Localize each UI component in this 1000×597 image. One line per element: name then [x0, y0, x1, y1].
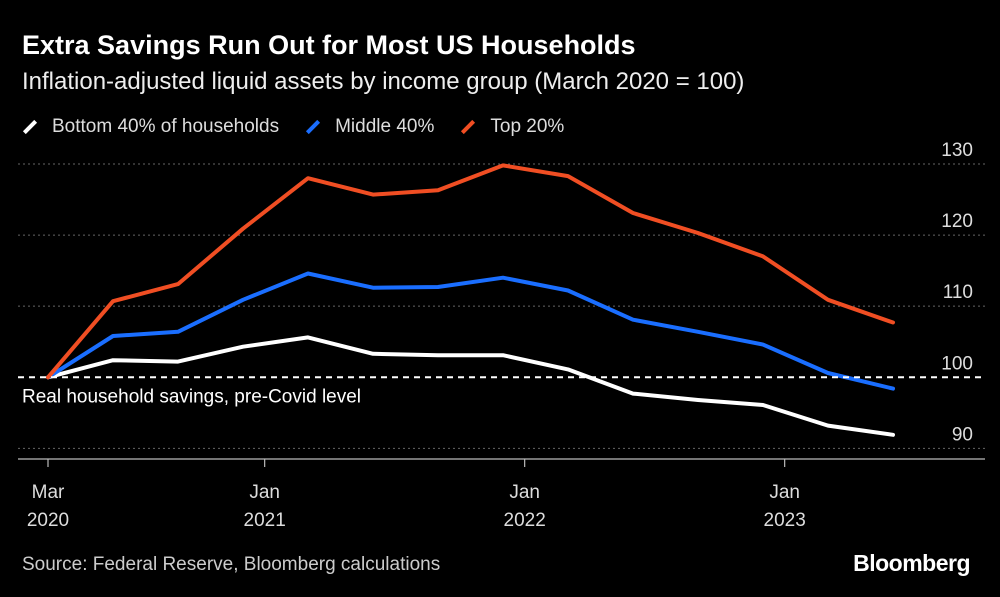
bloomberg-logo: Bloomberg [853, 550, 970, 576]
x-tick-label-1-line2: 2021 [244, 510, 286, 531]
reference-line-label: Real household savings, pre-Covid level [22, 386, 361, 407]
x-tick-label-0-line1: Mar [32, 482, 65, 503]
source-note: Source: Federal Reserve, Bloomberg calcu… [22, 554, 441, 575]
chart-title: Extra Savings Run Out for Most US Househ… [22, 30, 636, 60]
legend: Bottom 40% of households Middle 40% Top … [22, 116, 564, 138]
legend-item-top-20: Top 20% [460, 116, 564, 138]
legend-item-middle-40: Middle 40% [305, 116, 434, 138]
series-line-top-20 [46, 163, 895, 380]
x-tick-label-3-line1: Jan [769, 482, 800, 503]
y-tick-label-110: 110 [943, 282, 973, 303]
legend-label-middle-40: Middle 40% [335, 116, 435, 137]
legend-item-bottom-40: Bottom 40% of households [22, 116, 279, 138]
series-line-bottom-40 [46, 335, 895, 437]
y-tick-label-90: 90 [952, 424, 973, 445]
x-tick-label-1-line1: Jan [249, 482, 280, 503]
y-tick-label-130: 130 [941, 140, 973, 161]
y-axis-ticks: 90 100 110 120 130 [941, 140, 973, 445]
y-tick-label-120: 120 [941, 211, 973, 232]
series-lines [46, 163, 895, 437]
y-tick-label-100: 100 [941, 353, 973, 374]
x-tick-label-2-line1: Jan [509, 482, 540, 503]
gridlines [18, 163, 985, 449]
x-axis: Mar 2020 Jan 2021 Jan 2022 Jan 2023 [18, 458, 985, 531]
x-tick-label-3-line2: 2023 [764, 510, 806, 531]
series-line-middle-40 [46, 271, 895, 391]
legend-label-bottom-40: Bottom 40% of households [52, 116, 280, 137]
chart-subtitle: Inflation-adjusted liquid assets by inco… [22, 68, 745, 95]
x-tick-label-0-line2: 2020 [27, 510, 69, 531]
reference-line-group: Real household savings, pre-Covid level [18, 376, 985, 407]
x-tick-label-2-line2: 2022 [504, 510, 546, 531]
legend-label-top-20: Top 20% [490, 116, 565, 137]
